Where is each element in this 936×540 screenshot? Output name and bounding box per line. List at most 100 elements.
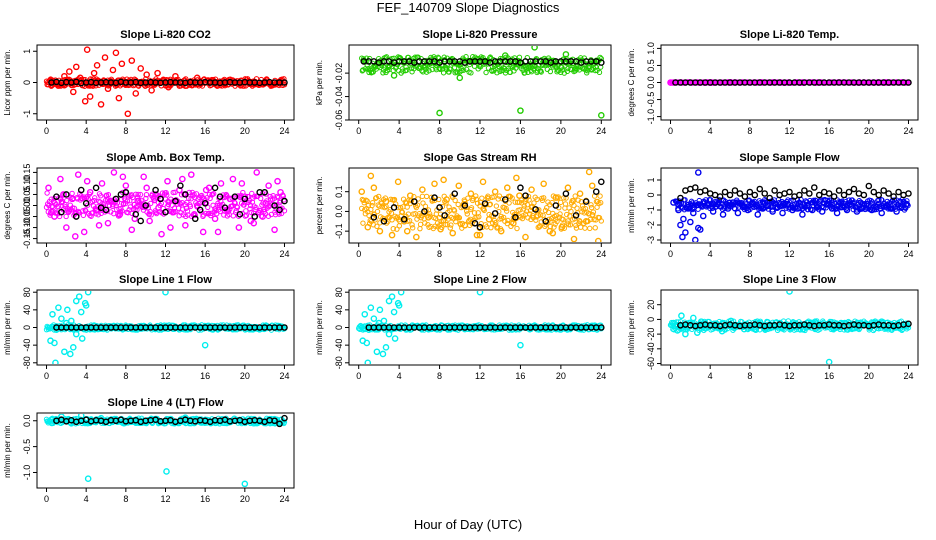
data-point xyxy=(724,205,732,212)
data-point xyxy=(376,227,384,235)
data-point xyxy=(517,184,524,192)
panel-title: Slope Line 4 (LT) Flow xyxy=(108,397,224,409)
band-point xyxy=(579,203,586,209)
band-point xyxy=(212,76,219,82)
data-point xyxy=(878,209,886,217)
data-point xyxy=(82,302,90,309)
data-point xyxy=(476,291,484,296)
data-point xyxy=(358,188,366,195)
data-point xyxy=(690,314,697,322)
data-point xyxy=(370,315,378,322)
data-point xyxy=(132,211,140,218)
band-point xyxy=(248,209,254,216)
data-point xyxy=(823,200,831,208)
band-point xyxy=(485,195,492,201)
data-point xyxy=(82,199,90,207)
data-point xyxy=(687,218,694,226)
data-point xyxy=(90,69,98,77)
data-point xyxy=(98,180,106,187)
data-point xyxy=(818,208,826,215)
data-point xyxy=(128,226,136,234)
band-point xyxy=(446,204,452,210)
data-point xyxy=(436,109,443,117)
x-tick-label: 8 xyxy=(123,126,128,136)
band-point xyxy=(147,208,153,215)
data-point xyxy=(756,185,764,193)
data-point xyxy=(241,480,249,487)
data-point xyxy=(467,190,475,197)
band-point xyxy=(531,200,537,206)
data-point xyxy=(476,223,484,231)
data-point xyxy=(115,94,123,102)
panel-points xyxy=(359,46,605,119)
data-point xyxy=(674,327,681,334)
panel-points xyxy=(43,291,288,364)
data-point xyxy=(274,177,281,185)
data-point xyxy=(68,195,76,203)
data-point xyxy=(421,208,428,215)
x-tick-label: 20 xyxy=(240,494,250,504)
data-point xyxy=(229,175,237,183)
data-point xyxy=(72,330,80,338)
band-point xyxy=(868,198,874,204)
data-point xyxy=(164,177,171,185)
band-point xyxy=(514,225,520,232)
data-point xyxy=(406,192,414,199)
band-point xyxy=(121,200,127,207)
band-point xyxy=(567,222,574,228)
panel-points xyxy=(667,291,912,364)
x-tick-label: 4 xyxy=(397,371,402,381)
x-tick-label: 0 xyxy=(356,126,361,136)
data-point xyxy=(709,208,717,215)
data-point xyxy=(850,324,858,332)
y-tick-label: -1.0 xyxy=(646,109,656,125)
y-tick-label: 0 xyxy=(646,317,656,322)
data-point xyxy=(799,211,806,218)
data-point xyxy=(397,291,405,296)
panel-4: Slope Amb. Box Temp.degrees C per min.0 4… xyxy=(3,152,295,259)
data-point xyxy=(729,199,737,206)
data-point xyxy=(759,205,767,212)
data-point xyxy=(217,180,225,187)
band-point xyxy=(732,206,738,212)
data-point xyxy=(367,172,375,180)
band-point xyxy=(493,219,499,226)
data-point xyxy=(734,209,742,217)
x-tick-label: 24 xyxy=(279,126,289,136)
data-point xyxy=(394,178,402,186)
band-point xyxy=(731,205,738,212)
data-point xyxy=(682,330,689,338)
band-point xyxy=(379,204,386,210)
data-point xyxy=(858,205,866,212)
data-point xyxy=(562,51,570,58)
data-point xyxy=(48,208,55,216)
band-point xyxy=(471,210,478,216)
band-point xyxy=(456,215,463,221)
data-point xyxy=(905,190,912,197)
data-point xyxy=(873,203,881,211)
data-point xyxy=(60,191,67,198)
x-tick-label: 24 xyxy=(903,371,913,381)
band-point xyxy=(224,193,230,199)
band-point xyxy=(241,202,247,208)
band-point xyxy=(442,221,449,228)
data-point xyxy=(45,184,52,192)
data-point xyxy=(163,468,170,475)
band-point xyxy=(904,198,910,204)
data-point xyxy=(158,230,165,238)
data-point xyxy=(875,191,883,199)
y-axis-label: ml/min per min. xyxy=(315,300,324,355)
band-point xyxy=(841,327,847,333)
band-point xyxy=(178,192,185,198)
data-point xyxy=(830,193,838,200)
band-point xyxy=(547,68,554,75)
band-point xyxy=(44,190,50,196)
data-point xyxy=(473,231,481,239)
panel-points xyxy=(43,46,288,118)
band-point xyxy=(191,191,197,198)
x-tick-label: 24 xyxy=(279,371,289,381)
panel-title: Slope Line 2 Flow xyxy=(434,274,527,286)
data-point xyxy=(146,217,153,225)
